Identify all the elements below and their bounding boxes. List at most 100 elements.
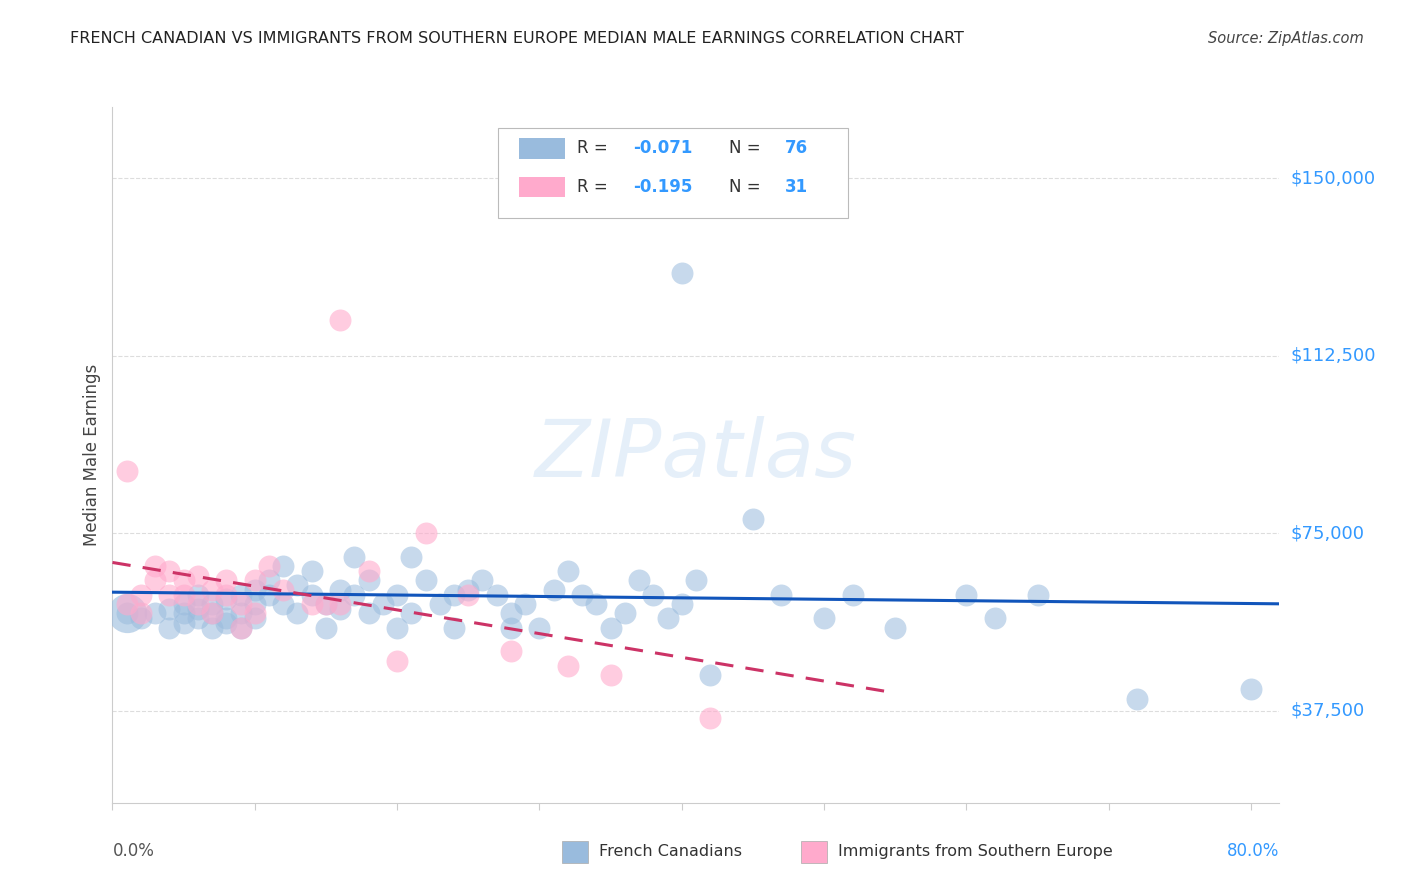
Point [287,578,309,592]
Point [357,607,380,621]
Point [201,607,224,621]
Point [343,588,366,602]
Point [157,588,180,602]
Point [401,549,423,564]
Point [243,574,266,588]
Point [329,601,352,615]
Point [229,597,252,611]
Point [329,313,352,327]
Point [1240,682,1263,697]
Point [301,597,323,611]
Text: R =: R = [576,178,613,196]
Point [215,615,238,630]
Text: $150,000: $150,000 [1291,169,1375,187]
Point [429,597,451,611]
Text: French Canadians: French Canadians [599,845,742,859]
Text: $37,500: $37,500 [1291,701,1365,720]
Bar [519,137,565,159]
Text: -0.071: -0.071 [633,139,692,157]
Point [173,607,195,621]
Point [229,607,252,621]
Point [229,588,252,602]
Point [271,597,294,611]
Point [585,597,607,611]
Point [671,266,693,280]
Point [173,574,195,588]
Bar [562,840,588,863]
Point [457,582,479,597]
Point [485,588,508,602]
Point [415,574,437,588]
Point [415,526,437,541]
Point [315,597,337,611]
Point [187,611,209,625]
Point [243,607,266,621]
Point [357,574,380,588]
Point [955,588,977,602]
Point [143,574,166,588]
Point [187,568,209,582]
Point [187,588,209,602]
Point [215,588,238,602]
Text: R =: R = [576,139,613,157]
Point [685,574,707,588]
Bar [801,840,827,863]
Point [301,588,323,602]
Text: -0.195: -0.195 [633,178,692,196]
Point [628,574,651,588]
Point [543,582,565,597]
Point [243,597,266,611]
Point [443,588,465,602]
Point [1026,588,1049,602]
Point [229,621,252,635]
Point [157,601,180,615]
Point [157,564,180,578]
Point [557,564,579,578]
Point [215,592,238,607]
Point [215,611,238,625]
Point [257,588,280,602]
Point [770,588,793,602]
Point [557,658,579,673]
Point [115,607,138,621]
Text: FRENCH CANADIAN VS IMMIGRANTS FROM SOUTHERN EUROPE MEDIAN MALE EARNINGS CORRELAT: FRENCH CANADIAN VS IMMIGRANTS FROM SOUTH… [70,31,965,46]
Point [301,564,323,578]
Point [187,601,209,615]
Point [173,597,195,611]
Point [671,597,693,611]
Point [229,621,252,635]
Point [613,607,636,621]
Point [657,611,679,625]
Text: N =: N = [728,139,765,157]
Point [385,621,408,635]
Text: 31: 31 [785,178,808,196]
Point [499,621,522,635]
Point [515,597,537,611]
Point [471,574,494,588]
Point [187,597,209,611]
Point [129,588,152,602]
Point [571,588,593,602]
Text: ZIPatlas: ZIPatlas [534,416,858,494]
Text: 0.0%: 0.0% [112,842,155,860]
Point [329,597,352,611]
Point [599,668,621,682]
Point [201,607,224,621]
Text: $112,500: $112,500 [1291,346,1376,365]
Point [884,621,907,635]
Text: 80.0%: 80.0% [1227,842,1279,860]
FancyBboxPatch shape [498,128,848,219]
Point [343,549,366,564]
Point [243,611,266,625]
Point [173,588,195,602]
Point [215,574,238,588]
Point [984,611,1007,625]
Point [143,607,166,621]
Text: Source: ZipAtlas.com: Source: ZipAtlas.com [1208,31,1364,46]
Point [741,512,763,526]
Text: 76: 76 [785,139,808,157]
Point [385,654,408,668]
Point [401,607,423,621]
Point [443,621,465,635]
Point [173,615,195,630]
